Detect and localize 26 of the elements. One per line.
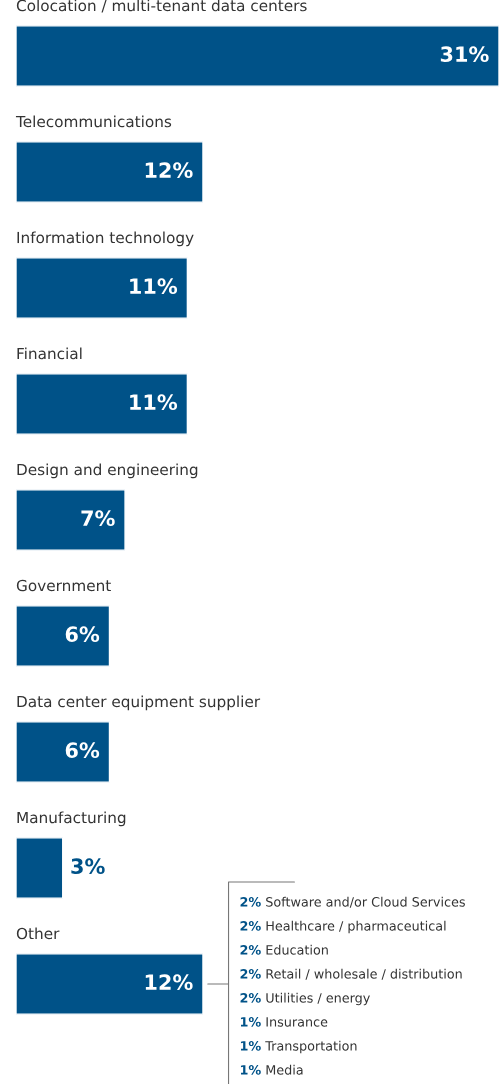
data-label: 31% — [440, 46, 489, 63]
annotation: 2% Healthcare / pharmaceutical — [240, 920, 446, 934]
y-tick-label: Government — [16, 579, 111, 592]
y-tick-label: Information technology — [17, 231, 194, 247]
data-label: 6% — [65, 626, 100, 643]
text: 1% Media — [240, 1064, 303, 1075]
data-label: 6% — [65, 742, 100, 759]
data-label: 11% — [130, 394, 178, 411]
y-tick-label: Colocation / multi-tenant data centers — [16, 0, 307, 13]
y-tick-label: Other — [16, 927, 60, 940]
data-label: 3% — [71, 858, 105, 875]
annotation: 2% Retail / wholesale / distribution — [240, 968, 462, 980]
y-tick-label: Financial — [17, 347, 82, 360]
data-label: 12% — [145, 162, 193, 179]
annotation: 2% Education — [240, 944, 328, 955]
data-label: 11% — [130, 278, 178, 295]
y-tick-label: Data center equipment supplier — [17, 695, 261, 711]
text: 2% Utilities / energy — [240, 992, 370, 1006]
y-tick-label: Manufacturing — [17, 811, 126, 827]
y-tick-label: Telecommunications — [15, 115, 172, 128]
data-label: 12% — [145, 974, 193, 991]
annotation: 2% Software and/or Cloud Services — [240, 896, 465, 908]
y-tick-label: Design and engineering — [17, 463, 198, 479]
data-label: 7% — [81, 510, 115, 527]
text: 1% Insurance — [240, 1017, 328, 1027]
text: 1% Transportation — [240, 1040, 357, 1054]
